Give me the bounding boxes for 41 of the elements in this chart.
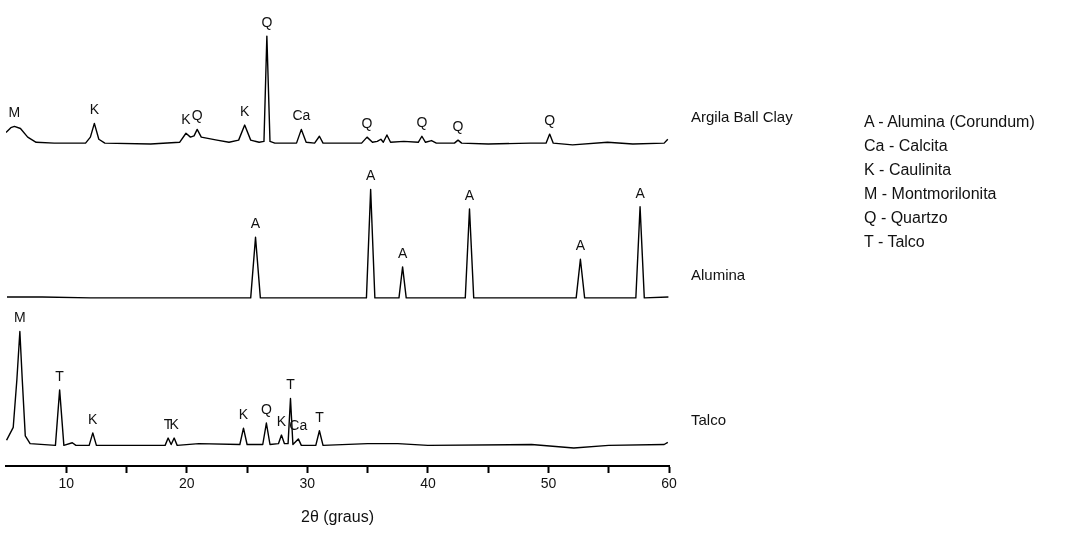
text: K - Caulinita	[864, 160, 953, 180]
series-label: Alumina	[691, 265, 746, 283]
x-tick-label: 50	[540, 475, 557, 492]
annotation: K	[89, 101, 100, 118]
text: T - Talco	[864, 232, 926, 252]
annotation: Q	[261, 13, 273, 30]
annotation: K	[181, 111, 192, 128]
annotation: K	[240, 102, 251, 119]
annotation: Q	[191, 107, 203, 124]
series-label: Talco	[691, 411, 727, 428]
text: Q - Quartzo	[864, 208, 949, 228]
x-tick-label: 30	[299, 475, 316, 492]
annotation: A	[635, 184, 646, 201]
annotation: A	[575, 237, 586, 254]
annotation: Q	[452, 117, 464, 134]
x-tick-label: 20	[179, 475, 195, 492]
annotation: Q	[416, 114, 428, 131]
annotation: T	[315, 408, 325, 425]
annotation: A	[464, 186, 475, 203]
annotation: T	[286, 376, 296, 393]
annotation: Q	[544, 111, 556, 128]
series-label: Argila Ball Clay	[691, 107, 794, 125]
text: Ca - Calcita	[864, 136, 949, 156]
annotation: K	[238, 406, 249, 423]
text: M - Montmorilonita	[864, 184, 998, 204]
x-tick-label: 40	[420, 475, 436, 492]
annotation: Q	[260, 400, 272, 417]
annotation: K	[276, 412, 287, 429]
annotation: A	[365, 167, 376, 184]
annotation: A	[250, 215, 261, 232]
x-axis-title: 2θ (graus)	[301, 507, 374, 525]
annotation: A	[397, 244, 408, 261]
annotation: M	[8, 104, 21, 121]
annotation: T	[55, 367, 65, 384]
x-tick-label: 60	[661, 475, 677, 492]
text: A - Alumina (Corundum)	[864, 112, 1035, 132]
annotation: Q	[361, 114, 373, 131]
annotation: M	[14, 309, 26, 326]
annotation: Ca	[292, 107, 311, 124]
annotation: K	[88, 410, 99, 427]
x-tick-label: 10	[58, 475, 75, 492]
